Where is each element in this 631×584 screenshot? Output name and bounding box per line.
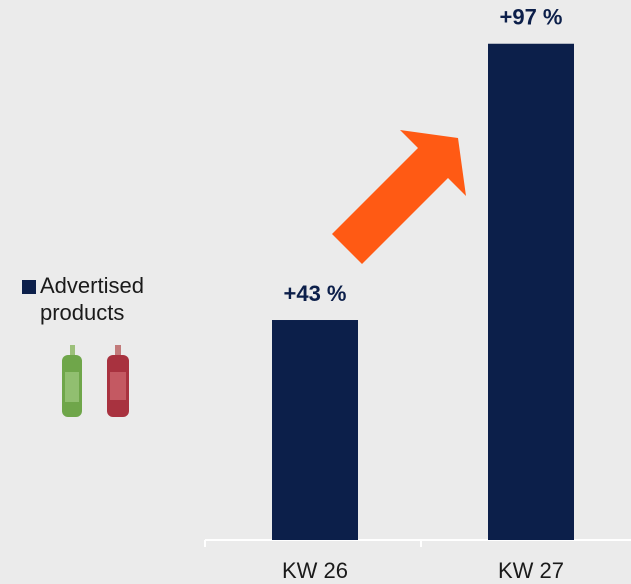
growth-arrow (332, 130, 466, 264)
bar (488, 43, 574, 541)
legend-swatch (22, 280, 36, 294)
x-tick-label: KW 26 (282, 558, 348, 583)
value-label: +43 % (284, 281, 347, 306)
bottle-icons (62, 345, 129, 417)
x-tick-label: KW 27 (498, 558, 564, 583)
legend-label: Advertised products (40, 273, 144, 325)
bar (272, 320, 358, 540)
value-label: +97 % (500, 5, 563, 30)
